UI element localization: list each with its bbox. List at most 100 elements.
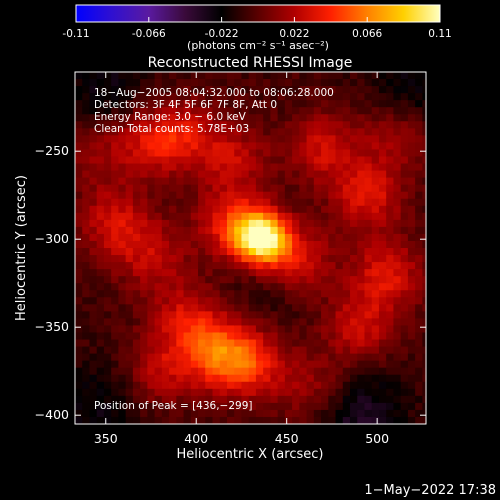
heatmap-cell xyxy=(378,276,387,284)
heatmap-cell xyxy=(82,114,91,122)
heatmap-cell xyxy=(248,191,257,200)
heatmap-cell xyxy=(386,191,395,200)
heatmap-cell xyxy=(400,198,409,207)
heatmap-cell xyxy=(270,93,279,101)
heatmap-cell xyxy=(284,402,293,411)
heatmap-cell xyxy=(82,325,91,334)
heatmap-cell xyxy=(111,142,120,151)
heatmap-cell xyxy=(407,255,416,263)
heatmap-cell xyxy=(277,170,286,179)
heatmap-cell xyxy=(393,142,402,151)
heatmap-cell xyxy=(400,297,409,305)
heatmap-cell xyxy=(306,276,315,284)
heatmap-cell xyxy=(415,170,423,179)
heatmap-cell xyxy=(103,205,112,214)
heatmap-cell xyxy=(118,93,127,101)
heatmap-cell xyxy=(371,262,380,270)
heatmap-cell xyxy=(415,367,423,376)
heatmap-cell xyxy=(313,226,322,235)
heatmap-cell xyxy=(335,255,344,263)
heatmap-cell xyxy=(277,72,286,80)
heatmap-cell xyxy=(183,72,192,80)
heatmap-cell xyxy=(415,226,423,235)
heatmap-cell xyxy=(212,381,221,390)
heatmap-cell xyxy=(183,240,192,249)
heatmap-cell xyxy=(422,325,426,334)
heatmap-cell xyxy=(176,72,185,80)
heatmap-cell xyxy=(422,100,426,108)
heatmap-cell xyxy=(357,269,366,277)
heatmap-cell xyxy=(299,219,308,228)
heatmap-cell xyxy=(335,248,344,256)
heatmap-cell xyxy=(198,318,206,327)
heatmap-cell xyxy=(118,276,127,284)
heatmap-cell xyxy=(219,107,228,115)
heatmap-cell xyxy=(350,304,358,312)
heatmap-cell xyxy=(292,198,300,207)
heatmap-cell xyxy=(357,339,366,348)
heatmap-cell xyxy=(198,79,206,87)
heatmap-cell xyxy=(132,156,141,165)
heatmap-cell xyxy=(263,86,272,94)
colorbar-gradient xyxy=(75,4,441,23)
heatmap-cell xyxy=(328,297,337,305)
heatmap-cell xyxy=(364,142,373,151)
heatmap-cell xyxy=(400,325,409,334)
heatmap-cell xyxy=(407,276,416,284)
heatmap-cell xyxy=(284,276,293,284)
heatmap-cell xyxy=(183,283,192,291)
heatmap-cell xyxy=(212,184,221,193)
heatmap-cell xyxy=(371,149,380,158)
heatmap-cell xyxy=(140,332,148,341)
heatmap-cell xyxy=(313,416,322,424)
heatmap-cell xyxy=(154,156,163,165)
heatmap-cell xyxy=(111,212,120,221)
heatmap-cell xyxy=(75,360,83,369)
heatmap-cell xyxy=(75,156,83,165)
heatmap-cell xyxy=(96,107,105,115)
heatmap-cell xyxy=(89,226,98,235)
heatmap-cell xyxy=(154,374,163,383)
heatmap-cell xyxy=(313,156,322,165)
heatmap-cell xyxy=(364,79,373,87)
heatmap-cell xyxy=(357,276,366,284)
heatmap-cell xyxy=(169,346,177,355)
heatmap-cell xyxy=(400,163,409,172)
heatmap-cell xyxy=(111,346,120,355)
heatmap-cell xyxy=(75,205,83,214)
heatmap-cell xyxy=(154,86,163,94)
heatmap-cell xyxy=(364,269,373,277)
heatmap-cell xyxy=(313,248,322,256)
heatmap-cell xyxy=(190,163,199,172)
heatmap-cell xyxy=(422,374,426,383)
heatmap-cell xyxy=(176,248,185,256)
heatmap-cell xyxy=(263,395,272,404)
heatmap-cell xyxy=(270,269,279,277)
heatmap-cell xyxy=(292,304,300,312)
heatmap-cell xyxy=(118,72,127,80)
heatmap-cell xyxy=(212,374,221,383)
heatmap-cell xyxy=(205,233,214,242)
heatmap-cell xyxy=(226,100,235,108)
heatmap-cell xyxy=(89,93,98,101)
heatmap-cell xyxy=(248,381,257,390)
heatmap-cell xyxy=(313,93,322,101)
heatmap-cell xyxy=(263,72,272,80)
heatmap-cell xyxy=(357,184,366,193)
heatmap-cell xyxy=(299,409,308,418)
heatmap-cell xyxy=(198,262,206,270)
heatmap-cell xyxy=(161,170,170,179)
heatmap-cell xyxy=(342,226,351,235)
heatmap-cell xyxy=(205,248,214,256)
heatmap-cell xyxy=(89,72,98,80)
heatmap-cell xyxy=(284,107,293,115)
heatmap-cell xyxy=(400,128,409,136)
heatmap-cell xyxy=(111,255,120,263)
heatmap-cell xyxy=(212,205,221,214)
heatmap-cell xyxy=(270,114,279,122)
heatmap-cell xyxy=(118,233,127,242)
heatmap-cell xyxy=(219,149,228,158)
heatmap-cell xyxy=(313,191,322,200)
heatmap-cell xyxy=(400,72,409,80)
heatmap-cell xyxy=(241,395,250,404)
